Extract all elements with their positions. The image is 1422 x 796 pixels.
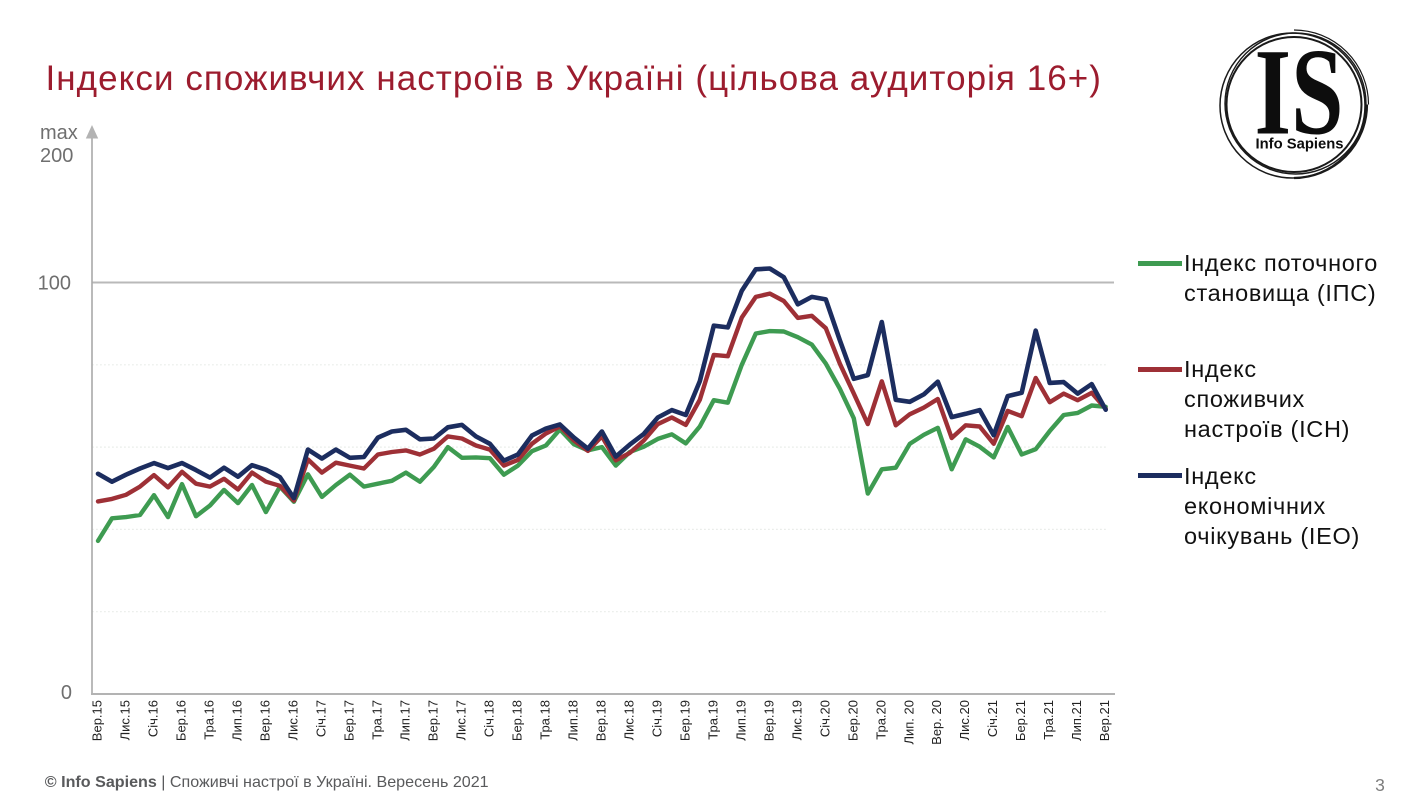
svg-text:Лип. 20: Лип. 20 bbox=[901, 700, 916, 745]
svg-text:Лис.18: Лис.18 bbox=[621, 700, 636, 740]
svg-text:Лип.19: Лип.19 bbox=[733, 700, 748, 741]
svg-text:Тра.19: Тра.19 bbox=[705, 700, 720, 740]
svg-text:IS: IS bbox=[1255, 24, 1344, 161]
svg-text:Січ.20: Січ.20 bbox=[817, 700, 832, 737]
svg-text:Тра.16: Тра.16 bbox=[202, 700, 217, 740]
svg-text:Бер.20: Бер.20 bbox=[845, 700, 860, 741]
svg-text:Бер.18: Бер.18 bbox=[509, 700, 524, 741]
svg-text:Бер.16: Бер.16 bbox=[174, 700, 189, 741]
svg-text:Вер.18: Вер.18 bbox=[593, 700, 608, 741]
svg-text:Лис.17: Лис.17 bbox=[453, 700, 468, 740]
svg-text:Січ.18: Січ.18 bbox=[481, 700, 496, 737]
svg-text:Лис.20: Лис.20 bbox=[957, 700, 972, 740]
svg-text:Бер.17: Бер.17 bbox=[341, 700, 356, 741]
svg-text:200: 200 bbox=[40, 145, 73, 167]
svg-text:0: 0 bbox=[61, 682, 72, 704]
svg-text:Вер.17: Вер.17 bbox=[425, 700, 440, 741]
svg-text:Лис.16: Лис.16 bbox=[285, 700, 300, 740]
svg-text:Вер. 20: Вер. 20 bbox=[929, 700, 944, 745]
svg-text:Тра.20: Тра.20 bbox=[873, 700, 888, 740]
svg-text:max: max bbox=[40, 122, 78, 144]
svg-text:Info Sapiens: Info Sapiens bbox=[1256, 136, 1344, 152]
svg-text:Січ.16: Січ.16 bbox=[146, 700, 161, 737]
svg-text:Лип.21: Лип.21 bbox=[1069, 700, 1084, 741]
svg-text:Вер.16: Вер.16 bbox=[257, 700, 272, 741]
svg-text:Тра.18: Тра.18 bbox=[537, 700, 552, 740]
svg-text:Бер.19: Бер.19 bbox=[677, 700, 692, 741]
svg-text:Бер.21: Бер.21 bbox=[1013, 700, 1028, 741]
svg-text:Лип.17: Лип.17 bbox=[397, 700, 412, 741]
svg-text:Січ.17: Січ.17 bbox=[313, 700, 328, 737]
svg-text:Тра.21: Тра.21 bbox=[1041, 700, 1056, 740]
svg-text:Лис.19: Лис.19 bbox=[789, 700, 804, 740]
svg-text:Тра.17: Тра.17 bbox=[369, 700, 384, 740]
svg-text:Січ.19: Січ.19 bbox=[649, 700, 664, 737]
svg-text:Вер.19: Вер.19 bbox=[761, 700, 776, 741]
svg-text:Вер.21: Вер.21 bbox=[1097, 700, 1112, 741]
svg-text:Вер.15: Вер.15 bbox=[90, 700, 105, 741]
svg-text:Лис.15: Лис.15 bbox=[118, 700, 133, 740]
svg-text:Лип.16: Лип.16 bbox=[230, 700, 245, 741]
svg-text:100: 100 bbox=[38, 273, 71, 295]
svg-text:Лип.18: Лип.18 bbox=[565, 700, 580, 741]
svg-text:Січ.21: Січ.21 bbox=[985, 700, 1000, 737]
